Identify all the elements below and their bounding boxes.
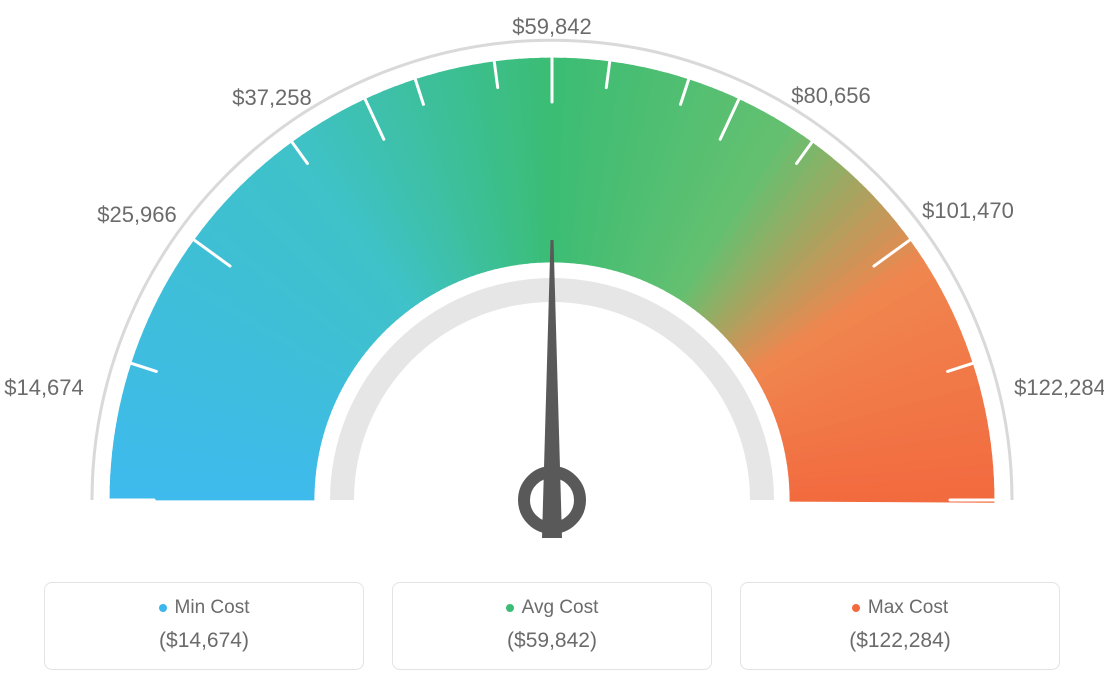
legend-row: Min Cost ($14,674) Avg Cost ($59,842) Ma… [0,582,1104,670]
gauge-scale-label: $59,842 [512,14,592,39]
legend-box-avg: Avg Cost ($59,842) [392,582,712,670]
legend-box-max: Max Cost ($122,284) [740,582,1060,670]
gauge-svg: $14,674 $25,966 $37,258 $59,842 $80,656 $101,… [0,0,1104,560]
legend-label-max-text: Max Cost [868,597,948,619]
gauge-scale-label: $101,470 [922,198,1014,223]
legend-label-max: Max Cost [852,597,948,619]
bullet-icon [506,604,514,612]
gauge-scale-label: $37,258 [232,85,312,110]
bullet-icon [852,604,860,612]
legend-value-max: ($122,284) [751,629,1049,653]
legend-label-min: Min Cost [159,597,250,619]
chart-container: $14,674 $25,966 $37,258 $59,842 $80,656 $101,… [0,0,1104,690]
legend-value-min: ($14,674) [55,629,353,653]
gauge-scale-label: $80,656 [791,83,871,108]
legend-label-min-text: Min Cost [175,597,250,619]
gauge-scale-label: $25,966 [97,202,177,227]
bullet-icon [159,604,167,612]
gauge-scale-label: $14,674 [4,375,84,400]
legend-label-avg: Avg Cost [506,597,599,619]
legend-value-avg: ($59,842) [403,629,701,653]
legend-box-min: Min Cost ($14,674) [44,582,364,670]
gauge-area: $14,674 $25,966 $37,258 $59,842 $80,656 $101,… [0,0,1104,560]
legend-label-avg-text: Avg Cost [522,597,599,619]
gauge-scale-label: $122,284 [1014,375,1104,400]
